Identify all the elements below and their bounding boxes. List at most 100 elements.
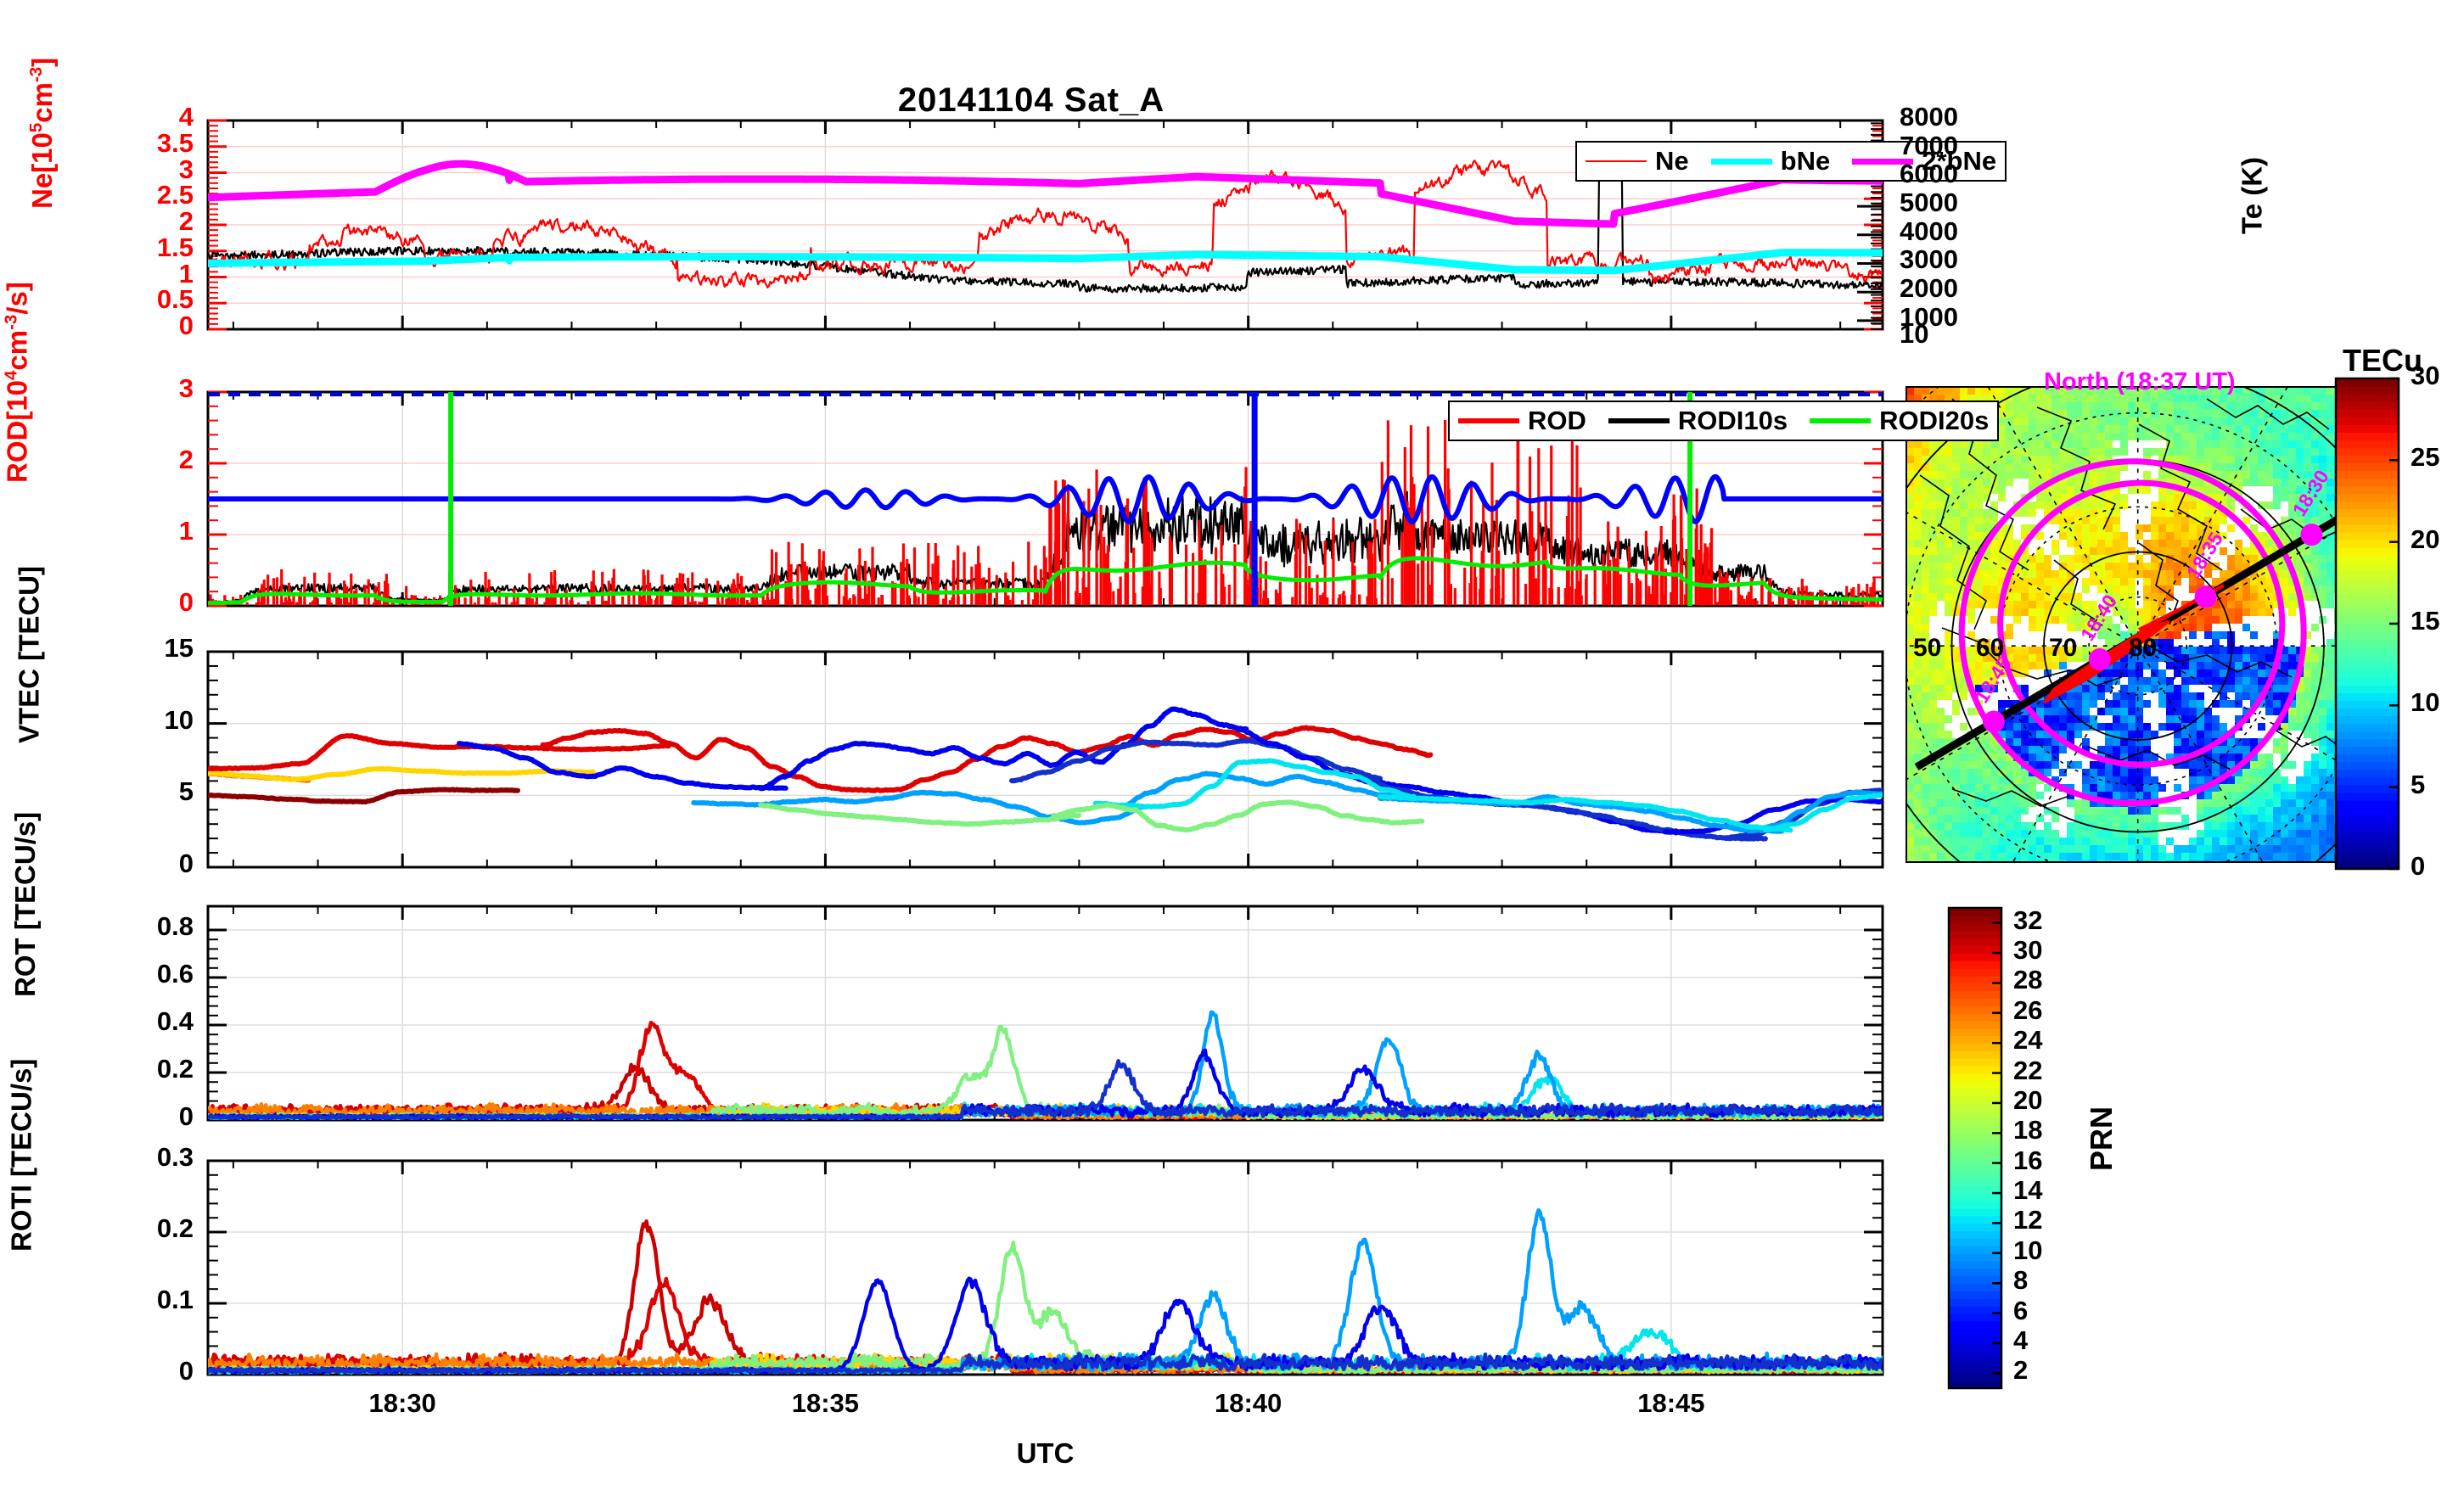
tec-cell	[2128, 471, 2136, 479]
tec-cell	[1922, 387, 1930, 395]
tec-cell	[2136, 585, 2144, 594]
tec-cell	[2265, 784, 2274, 793]
tec-cell	[2242, 563, 2251, 571]
tec-cell	[2281, 654, 2289, 663]
tec-cell	[2097, 685, 2106, 693]
tec-cell	[2265, 792, 2274, 800]
tec-cell	[1998, 822, 2007, 831]
tec-cell	[1960, 517, 1968, 525]
tec-cell	[2136, 807, 2144, 815]
tec-cell	[2281, 769, 2289, 777]
tec-cell	[1922, 456, 1930, 464]
tec-cell	[2029, 433, 2037, 441]
tec-cell	[2212, 509, 2220, 518]
tec-cell	[2235, 417, 2243, 426]
tec-cell	[1998, 753, 2007, 762]
tec-cell	[2013, 440, 2022, 449]
tec-cell	[1937, 639, 1945, 647]
tec-cell	[1929, 563, 1938, 571]
tec-cell	[2250, 654, 2259, 663]
tec-cell	[2311, 647, 2320, 655]
tec-cell	[2105, 608, 2113, 617]
tec-cell	[2265, 433, 2274, 441]
tec-cell	[2258, 486, 2266, 495]
tec-cell	[2067, 647, 2075, 655]
tec-cell	[2166, 753, 2175, 762]
tec-cell	[2105, 669, 2113, 678]
tec-cell	[2074, 486, 2083, 495]
tec-cell	[1937, 677, 1945, 686]
tec-cell	[2143, 708, 2152, 716]
tec-cell	[1929, 792, 1938, 800]
tec-cell	[1952, 532, 1961, 541]
tec-cell	[2074, 395, 2083, 403]
tec-cell	[2174, 692, 2182, 701]
tec-cell	[2120, 524, 2129, 533]
tec-cell	[2097, 807, 2106, 815]
tec-cell	[2242, 555, 2251, 563]
tec-cell	[2029, 593, 2037, 602]
tec-cell	[1952, 524, 1961, 533]
tec-cell	[2143, 509, 2152, 518]
tec-cell	[2082, 425, 2091, 434]
tec-cell	[2181, 524, 2190, 533]
tec-cell	[2158, 563, 2167, 571]
tec-cell	[2304, 387, 2312, 395]
tec-cell	[1960, 509, 1968, 518]
tec-cell	[2128, 585, 2136, 594]
tec-cell	[2029, 685, 2037, 693]
tec-cell	[2197, 501, 2205, 510]
tec-cell	[2006, 395, 2014, 403]
tec-cell	[1983, 601, 1991, 609]
tec-cell	[1983, 753, 1991, 762]
tec-cell	[2220, 517, 2228, 525]
tec-cell	[2036, 753, 2045, 762]
tec-cell	[2296, 456, 2304, 464]
tec-cell	[2288, 776, 2297, 785]
tec-cell	[2189, 799, 2197, 808]
tec-cell	[2181, 715, 2190, 724]
tec-cell	[1906, 570, 1915, 579]
tec-cell	[1914, 463, 1922, 472]
tec-cell	[2036, 761, 2045, 770]
tec-cell	[2250, 792, 2259, 800]
tec-cell	[2090, 830, 2098, 838]
tec-cell	[2227, 456, 2236, 464]
tec-cell	[2235, 837, 2243, 846]
tec-cell	[2021, 731, 2029, 739]
tec-cell	[2265, 402, 2274, 411]
tec-cell	[2181, 692, 2190, 701]
tec-cell	[2311, 555, 2320, 563]
tec-cell	[1998, 578, 2007, 586]
tec-cell	[1914, 540, 1922, 548]
tec-cell	[2265, 700, 2274, 709]
tec-cell	[2311, 631, 2320, 640]
tec-cell	[1906, 708, 1915, 716]
tec-cell	[2151, 815, 2159, 823]
tec-cell	[1967, 746, 1976, 754]
tec-cell	[1990, 387, 1999, 395]
tec-cell	[2258, 784, 2266, 793]
tec-cell	[2273, 509, 2282, 518]
tec-cell	[2242, 601, 2251, 609]
tec-cell	[2197, 700, 2205, 709]
tec-cell	[1975, 677, 1984, 686]
tec-cell	[2097, 501, 2106, 510]
tec-cell	[1990, 738, 1999, 747]
tec-cell	[2006, 425, 2014, 434]
tec-cell	[2242, 700, 2251, 709]
tec-cell	[2212, 647, 2220, 655]
tec-cell	[1929, 395, 1938, 403]
tec-cell	[1983, 440, 1991, 449]
tec-cell	[1975, 685, 1984, 693]
tec-cell	[2326, 654, 2335, 663]
tec-cell	[1922, 524, 1930, 533]
tec-cell	[2067, 555, 2075, 563]
tec-cell	[2120, 669, 2129, 678]
tec-cell	[2220, 601, 2228, 609]
tec-cell	[2296, 479, 2304, 487]
tec-cell	[2258, 639, 2266, 647]
tec-cell	[1975, 815, 1984, 823]
tec-cell	[2059, 517, 2068, 525]
tec-cell	[2235, 509, 2243, 518]
